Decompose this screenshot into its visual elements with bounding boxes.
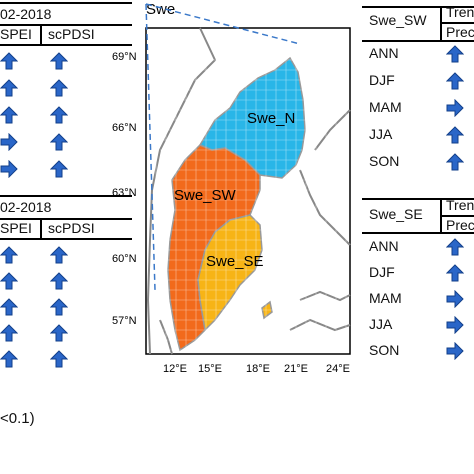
lon-label: 15°E: [198, 363, 222, 375]
trend-arrow-up-icon: [49, 52, 69, 70]
trend-arrow-up-icon: [0, 350, 19, 368]
region-name: Swe_SE: [369, 206, 423, 222]
season-label: SON: [369, 342, 400, 358]
baltic-coast: [299, 290, 351, 302]
trend-arrow-right-icon: [0, 132, 18, 152]
trend-arrow-up-icon: [49, 246, 69, 264]
trend-arrow-up-icon: [0, 298, 19, 316]
table-mid-rule: [0, 218, 132, 220]
table-top-rule: [362, 6, 474, 8]
trend-arrow-up-icon: [49, 106, 69, 124]
lon-label: 21°E: [284, 363, 308, 375]
trend-arrow-up-icon: [49, 160, 69, 178]
trend-arrow-right-icon: [446, 315, 464, 335]
lat-label: 60°N: [112, 253, 137, 265]
season-label: JJA: [369, 126, 393, 142]
trend-arrow-up-icon: [445, 264, 465, 282]
trend-arrow-up-icon: [0, 246, 19, 264]
trend-arrow-up-icon: [0, 79, 19, 97]
footnote: <0.1): [0, 410, 35, 427]
trend-header: Tren: [446, 4, 474, 20]
column-divider: [440, 6, 442, 40]
season-label: DJF: [369, 72, 395, 88]
column-divider: [440, 198, 442, 232]
column-divider: [40, 24, 42, 44]
lon-label: 18°E: [246, 363, 270, 375]
lon-label: 24°E: [326, 363, 350, 375]
finland-north: [314, 109, 351, 151]
trend-arrow-up-icon: [49, 350, 69, 368]
season-label: JJA: [369, 316, 393, 332]
table-header-rule: [0, 238, 132, 240]
col-spei-header: SPEI: [0, 26, 32, 42]
trend-header: Tren: [446, 197, 474, 213]
table-top-rule: [0, 2, 132, 4]
grid-overlay: [155, 59, 347, 351]
col-spei-header: SPEI: [0, 220, 32, 236]
trend-arrow-up-icon: [0, 272, 19, 290]
col-scpdsi-header: scPDSI: [48, 26, 95, 42]
region-label-swe-se: Swe_SE: [206, 253, 264, 270]
domain-label: Swe: [146, 1, 175, 18]
domain-outline: [145, 3, 301, 291]
lat-label: 63°N: [112, 187, 137, 199]
trend-arrow-up-icon: [445, 72, 465, 90]
finland-coast: [299, 169, 351, 246]
trend-arrow-right-icon: [446, 289, 464, 309]
subheader-rule: [442, 22, 474, 24]
lat-label: 66°N: [112, 122, 137, 134]
column-divider: [40, 218, 42, 238]
trend-arrow-up-icon: [0, 106, 19, 124]
trend-arrow-up-icon: [49, 133, 69, 151]
season-label: MAM: [369, 290, 402, 306]
season-label: ANN: [369, 238, 399, 254]
prec-header: Prec: [446, 24, 474, 40]
trend-arrow-up-icon: [0, 52, 19, 70]
table-top-rule: [0, 195, 132, 197]
table-top-rule: [362, 198, 474, 200]
table-mid-rule: [0, 24, 132, 26]
region-name: Swe_SW: [369, 12, 427, 28]
season-label: MAM: [369, 99, 402, 115]
season-label: DJF: [369, 264, 395, 280]
table-header-rule: [362, 40, 474, 42]
period-label: 02-2018: [0, 6, 52, 22]
trend-arrow-up-icon: [445, 45, 465, 63]
trend-arrow-up-icon: [49, 272, 69, 290]
region-label-swe-sw: Swe_SW: [174, 187, 237, 204]
baltic-coast-2: [289, 318, 351, 332]
lat-label: 69°N: [112, 51, 137, 63]
trend-arrow-up-icon: [49, 324, 69, 342]
col-scpdsi-header: scPDSI: [48, 220, 95, 236]
subheader-rule: [442, 215, 474, 217]
trend-arrow-right-icon: [446, 98, 464, 118]
lon-label: 12°E: [163, 363, 187, 375]
trend-arrow-up-icon: [0, 324, 19, 342]
region-label-swe-n: Swe_N: [247, 110, 295, 127]
trend-arrow-up-icon: [49, 298, 69, 316]
trend-arrow-right-icon: [0, 159, 18, 179]
season-label: SON: [369, 153, 400, 169]
trend-arrow-right-icon: [446, 341, 464, 361]
trend-arrow-up-icon: [445, 238, 465, 256]
table-header-rule: [362, 232, 474, 234]
trend-arrow-up-icon: [445, 126, 465, 144]
lat-label: 57°N: [112, 315, 137, 327]
table-header-rule: [0, 44, 132, 46]
prec-header: Prec: [446, 217, 474, 233]
trend-arrow-up-icon: [49, 79, 69, 97]
season-label: ANN: [369, 45, 399, 61]
period-label: 02-2018: [0, 199, 52, 215]
trend-arrow-up-icon: [445, 153, 465, 171]
